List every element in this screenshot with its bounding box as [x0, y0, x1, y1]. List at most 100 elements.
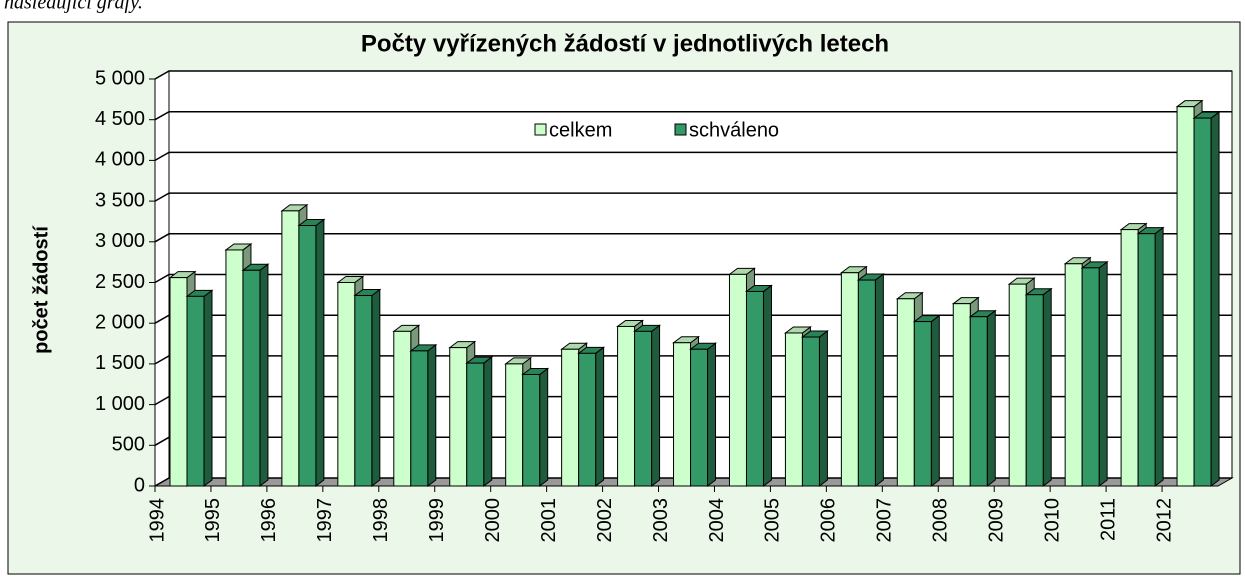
- bar: [800, 330, 829, 487]
- caption: následující grafy.: [4, 0, 143, 14]
- bar-front: [617, 325, 636, 487]
- bar: [409, 343, 438, 487]
- bar-side: [1154, 226, 1164, 487]
- bar: [577, 346, 606, 487]
- legend-label: celkem: [549, 119, 612, 141]
- grid-line: [154, 233, 1232, 243]
- y-tick-label: 4 000: [95, 149, 145, 171]
- x-tick-label: 1995: [202, 498, 224, 543]
- x-tick-label: 1997: [314, 498, 336, 543]
- bar-side: [707, 342, 717, 487]
- bar-front: [393, 330, 412, 487]
- bar-side: [259, 263, 269, 487]
- bar-front: [857, 279, 876, 487]
- y-tick-label: 3 500: [95, 189, 145, 211]
- bar: [185, 289, 214, 487]
- y-tick-label: 2 500: [95, 271, 145, 293]
- y-tick-label: 0: [134, 474, 145, 496]
- bar-front: [801, 336, 820, 487]
- x-tick-label: 2010: [1041, 498, 1063, 543]
- y-tick-label: 3 000: [95, 230, 145, 252]
- bar-front: [1137, 233, 1156, 487]
- x-tick-label: 1996: [258, 498, 280, 543]
- chart-title: Počty vyřízených žádostí v jednotlivých …: [361, 30, 889, 57]
- bar: [1192, 111, 1221, 487]
- x-tick-label: 2008: [930, 498, 952, 543]
- y-tick-label: 500: [112, 434, 145, 456]
- bar-front: [690, 348, 709, 487]
- bar: [912, 314, 941, 487]
- bar-front: [281, 210, 300, 487]
- bar-front: [169, 277, 188, 487]
- x-tick-label: 1999: [426, 498, 448, 543]
- bar-front: [337, 282, 356, 487]
- bar: [521, 367, 550, 487]
- bar-front: [1008, 283, 1027, 487]
- bar-front: [186, 295, 205, 487]
- bar: [353, 288, 382, 487]
- y-tick-label: 1 000: [95, 393, 145, 415]
- y-tick-label: 2 000: [95, 311, 145, 333]
- y-tick-label: 1 500: [95, 352, 145, 374]
- x-tick-label: 2005: [762, 498, 784, 543]
- bar-front: [298, 225, 317, 487]
- bar-side: [1210, 111, 1220, 487]
- bar: [968, 309, 997, 487]
- y-axis-label: počet žádostí: [30, 225, 52, 354]
- x-tick-label: 2000: [482, 498, 504, 543]
- bar: [1136, 226, 1165, 487]
- bar-front: [578, 352, 597, 487]
- bar-front: [673, 342, 692, 487]
- x-tick-label: 2003: [650, 498, 672, 543]
- bar-side: [986, 309, 996, 487]
- bar-side: [874, 273, 884, 487]
- bar-front: [784, 332, 803, 487]
- bar-side: [203, 289, 213, 487]
- bar-front: [1176, 106, 1195, 487]
- bar: [297, 218, 326, 487]
- bar-front: [449, 347, 468, 487]
- bar-side: [371, 288, 381, 487]
- grid-line: [154, 110, 1232, 121]
- bar-front: [1064, 263, 1083, 487]
- bar-front: [505, 363, 524, 487]
- x-tick-label: 2012: [1153, 498, 1175, 543]
- bar: [633, 324, 662, 487]
- bar-front: [745, 290, 764, 487]
- bar-side: [651, 324, 661, 487]
- bar: [856, 273, 885, 487]
- bar-side: [1042, 287, 1052, 487]
- x-tick-label: 2006: [818, 498, 840, 543]
- bar-front: [410, 350, 429, 487]
- bar-side: [427, 343, 437, 487]
- bar-front: [354, 295, 373, 487]
- bar-front: [840, 272, 859, 487]
- bar: [241, 263, 270, 487]
- bar-front: [1081, 267, 1100, 487]
- bar-front: [561, 348, 580, 487]
- bar-side: [930, 314, 940, 487]
- bar-side: [483, 356, 493, 487]
- bar-side: [595, 346, 605, 487]
- bar-front: [1025, 294, 1044, 487]
- x-tick-label: 1998: [370, 498, 392, 543]
- bar: [744, 284, 773, 487]
- x-tick-label: 2007: [874, 498, 896, 543]
- bar-side: [315, 218, 325, 487]
- bar-front: [896, 298, 915, 487]
- grid-line: [154, 192, 1232, 202]
- bar: [465, 356, 494, 487]
- grid-line: [154, 151, 1232, 162]
- legend-label: schváleno: [689, 119, 779, 141]
- y-tick-label: 4 500: [95, 108, 145, 130]
- x-tick-label: 2002: [594, 498, 616, 543]
- x-tick-label: 2001: [538, 498, 560, 543]
- bar-front: [634, 330, 653, 487]
- bar: [689, 342, 718, 487]
- y-tick-label: 5 000: [95, 67, 145, 89]
- bar-front: [969, 316, 988, 487]
- legend-swatch: [674, 123, 687, 136]
- bar-front: [1193, 117, 1212, 487]
- bar-front: [913, 321, 932, 487]
- bar-front: [242, 269, 261, 487]
